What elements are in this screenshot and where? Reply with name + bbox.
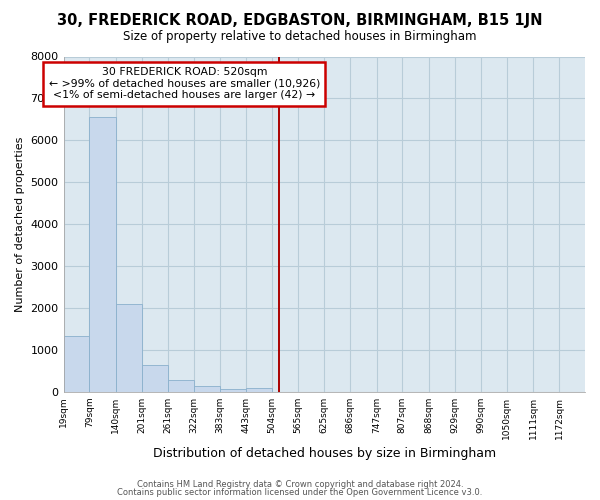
Text: 30, FREDERICK ROAD, EDGBASTON, BIRMINGHAM, B15 1JN: 30, FREDERICK ROAD, EDGBASTON, BIRMINGHA…: [57, 12, 543, 28]
Text: 30 FREDERICK ROAD: 520sqm
← >99% of detached houses are smaller (10,926)
<1% of : 30 FREDERICK ROAD: 520sqm ← >99% of deta…: [49, 67, 320, 100]
Bar: [220, 389, 246, 392]
Bar: [64, 336, 89, 392]
Bar: [194, 386, 220, 392]
Bar: [116, 304, 142, 392]
Bar: [142, 366, 167, 392]
Text: Size of property relative to detached houses in Birmingham: Size of property relative to detached ho…: [123, 30, 477, 43]
Y-axis label: Number of detached properties: Number of detached properties: [15, 136, 25, 312]
Bar: [167, 380, 194, 392]
Bar: [246, 388, 272, 392]
X-axis label: Distribution of detached houses by size in Birmingham: Distribution of detached houses by size …: [153, 447, 496, 460]
Text: Contains HM Land Registry data © Crown copyright and database right 2024.: Contains HM Land Registry data © Crown c…: [137, 480, 463, 489]
Bar: [89, 117, 116, 392]
Text: Contains public sector information licensed under the Open Government Licence v3: Contains public sector information licen…: [118, 488, 482, 497]
